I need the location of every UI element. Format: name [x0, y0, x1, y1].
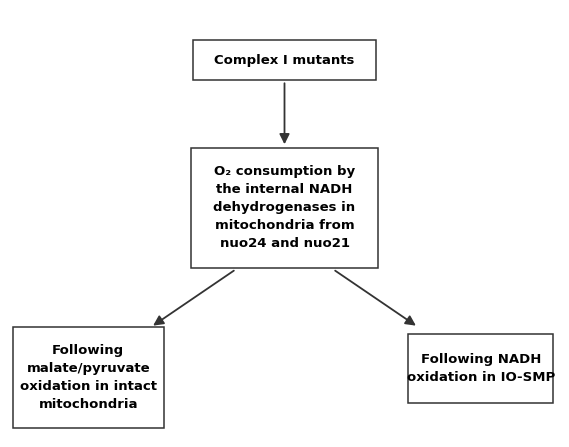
FancyBboxPatch shape — [13, 327, 163, 428]
Text: Following
malate/pyruvate
oxidation in intact
mitochondria: Following malate/pyruvate oxidation in i… — [20, 344, 156, 411]
Text: Following NADH
oxidation in IO-SMP: Following NADH oxidation in IO-SMP — [407, 353, 555, 384]
FancyBboxPatch shape — [191, 148, 378, 268]
FancyBboxPatch shape — [408, 334, 553, 403]
FancyBboxPatch shape — [193, 40, 376, 80]
Text: Complex I mutants: Complex I mutants — [215, 54, 354, 67]
Text: O₂ consumption by
the internal NADH
dehydrogenases in
mitochondria from
nuo24 an: O₂ consumption by the internal NADH dehy… — [213, 165, 356, 250]
